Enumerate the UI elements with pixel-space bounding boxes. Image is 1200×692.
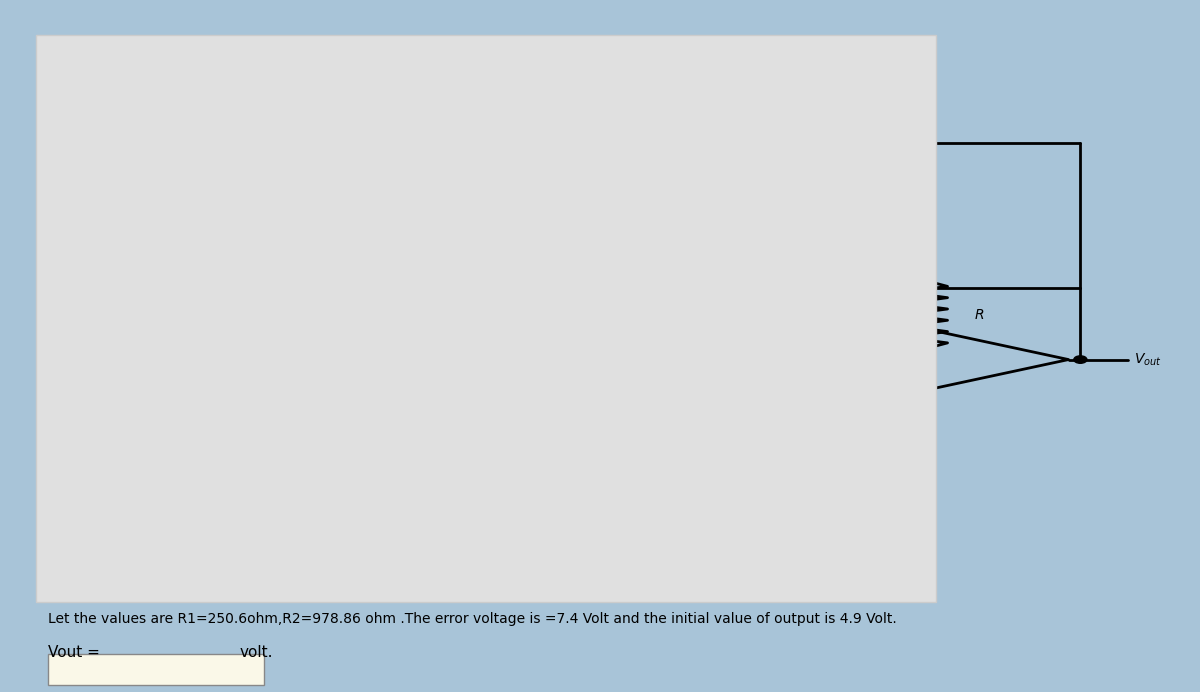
Text: -: - <box>905 331 912 349</box>
Circle shape <box>451 288 464 295</box>
Text: Vout =: Vout = <box>48 646 100 660</box>
Circle shape <box>74 139 88 146</box>
Text: $R_2$: $R_2$ <box>295 102 312 119</box>
Text: $R_2$: $R_2$ <box>509 102 526 119</box>
Circle shape <box>1074 356 1087 363</box>
Text: $R_1$: $R_1$ <box>295 316 312 332</box>
Text: volt.: volt. <box>240 646 274 660</box>
Text: -: - <box>542 284 551 302</box>
Circle shape <box>74 288 88 295</box>
Text: +: + <box>539 322 554 340</box>
Text: +: + <box>901 370 916 388</box>
Text: $R_2$: $R_2$ <box>295 102 312 119</box>
Text: $V_{oo}$: $V_{oo}$ <box>41 134 66 152</box>
Text: $R$: $R$ <box>820 274 830 289</box>
Text: $V_e$: $V_e$ <box>48 282 66 301</box>
Circle shape <box>736 309 749 316</box>
Text: $V_{out}$: $V_{out}$ <box>1134 352 1162 367</box>
Text: Let the values are R1=250.6ohm,R2=978.86 ohm .The error voltage is =7.4 Volt and: Let the values are R1=250.6ohm,R2=978.86… <box>48 612 896 626</box>
Text: $R$: $R$ <box>973 308 984 322</box>
Bar <box>434 190 481 244</box>
Circle shape <box>451 139 464 146</box>
